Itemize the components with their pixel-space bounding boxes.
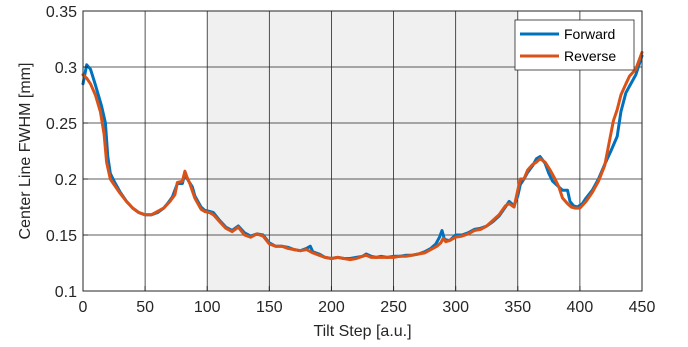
y-tick-label: 0.2 [55, 172, 77, 189]
series-layer [81, 50, 644, 262]
x-tick-label: 200 [318, 299, 345, 316]
x-axis-label: Tilt Step [a.u.] [313, 323, 411, 340]
legend-label-reverse: Reverse [564, 48, 616, 64]
legend-box [514, 19, 635, 71]
axes-box [82, 10, 643, 292]
x-tick-label: 150 [256, 299, 283, 316]
legend-label-forward: Forward [564, 26, 615, 42]
x-tick-label: 250 [380, 299, 407, 316]
y-axis-label: Center Line FWHM [mm] [17, 63, 34, 240]
y-tick-label: 0.1 [55, 284, 77, 301]
x-tick-label: 50 [136, 299, 154, 316]
x-tick-label: 300 [442, 299, 469, 316]
shaded-region [207, 11, 518, 291]
y-tick-label: 0.3 [55, 60, 77, 77]
x-tick-label: 400 [567, 299, 594, 316]
x-tick-label: 350 [504, 299, 531, 316]
y-tick-label: 0.35 [46, 4, 77, 21]
x-tick-label: 450 [629, 299, 656, 316]
y-tick-label: 0.25 [46, 116, 77, 133]
series-line-reverse [81, 50, 644, 262]
axis-ticks: 0 50 100 150 200 250 300 350 400 450 0.1 0.15 0.2 0.2… [46, 4, 656, 316]
legend: Forward Reverse [514, 19, 635, 71]
x-tick-label: 0 [79, 299, 88, 316]
y-tick-label: 0.15 [46, 228, 77, 245]
x-tick-label: 100 [194, 299, 221, 316]
